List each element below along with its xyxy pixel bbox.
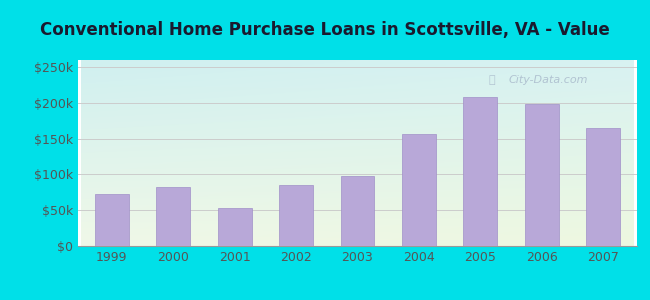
Bar — [280, 185, 313, 246]
Bar — [341, 176, 374, 246]
Bar — [156, 187, 190, 246]
Text: Ⓞ: Ⓞ — [489, 75, 495, 85]
Bar — [463, 97, 497, 246]
Bar — [586, 128, 620, 246]
Text: Conventional Home Purchase Loans in Scottsville, VA - Value: Conventional Home Purchase Loans in Scot… — [40, 21, 610, 39]
Bar — [402, 134, 436, 246]
Bar — [218, 208, 252, 246]
Text: City-Data.com: City-Data.com — [508, 75, 588, 85]
Bar — [525, 104, 559, 246]
Bar — [95, 194, 129, 246]
